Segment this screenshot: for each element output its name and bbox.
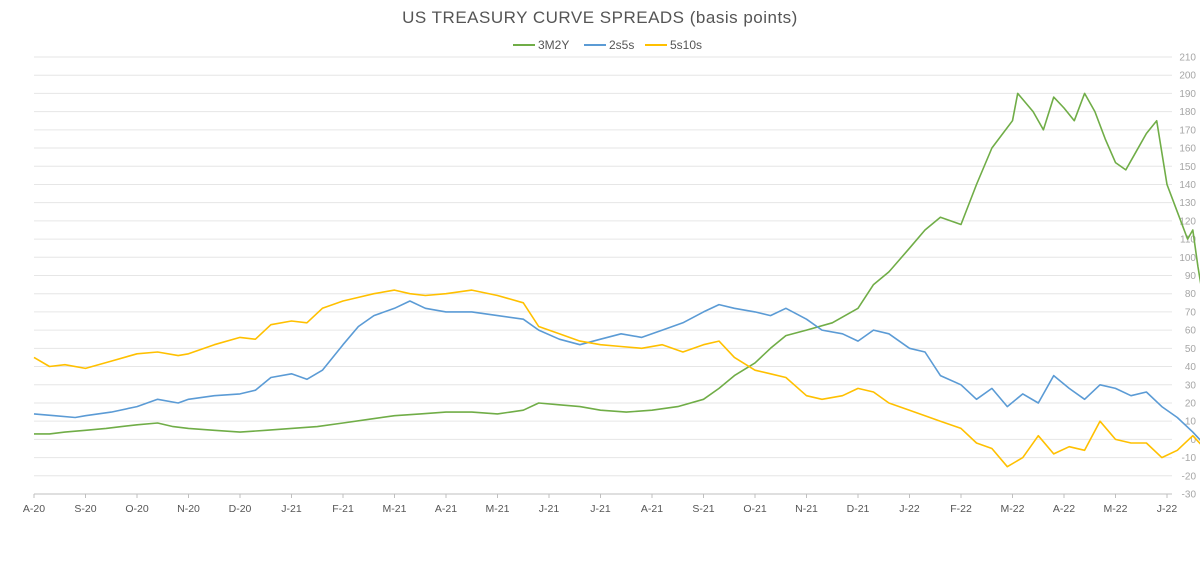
y-tick-label: 130 [1179, 198, 1196, 209]
x-tick-label: A-21 [641, 503, 663, 515]
y-tick-label: -20 [1182, 471, 1197, 482]
x-tick-label: O-21 [743, 503, 767, 515]
y-tick-label: -10 [1182, 453, 1197, 464]
y-tick-label: 30 [1185, 380, 1197, 391]
x-tick-label: M-22 [1001, 503, 1025, 515]
y-tick-label: 140 [1179, 180, 1196, 191]
y-axis: -30 -20 -10 0 10 20 30 40 50 60 70 80 90 100 110 120 130… [1179, 53, 1196, 501]
y-tick-label: 200 [1179, 71, 1196, 82]
y-tick-label: 20 [1185, 398, 1197, 409]
series-line [33, 300, 1200, 441]
x-tick-label: M-22 [1104, 503, 1128, 515]
x-tick-label: O-20 [125, 503, 149, 515]
series-group: 74-8-12 [33, 92, 1200, 468]
x-tick-label: J-21 [281, 503, 302, 515]
x-tick-label: J-22 [899, 503, 920, 515]
x-tick-label: A-21 [435, 503, 457, 515]
y-tick-label: 120 [1179, 216, 1196, 227]
legend: 3M2Y 2s5s 5s10s [513, 38, 702, 52]
y-tick-label: 110 [1180, 235, 1196, 246]
y-tick-label: 70 [1185, 307, 1197, 318]
y-tick-label: 80 [1185, 289, 1197, 300]
x-tick-label: J-21 [539, 503, 560, 515]
x-tick-label: D-20 [229, 503, 252, 515]
y-tick-label: 60 [1185, 326, 1197, 337]
y-tick-label: 50 [1185, 344, 1197, 355]
y-tick-label: 170 [1179, 125, 1196, 136]
y-tick-label: 150 [1179, 162, 1196, 173]
x-tick-label: N-21 [795, 503, 818, 515]
x-tick-label: J-21 [590, 503, 611, 515]
legend-entry: 3M2Y [538, 38, 569, 52]
x-tick-label: F-21 [332, 503, 354, 515]
x-tick-label: F-22 [950, 503, 972, 515]
series-line [33, 289, 1200, 468]
x-tick-label: S-21 [692, 503, 714, 515]
x-tick-label: M-21 [383, 503, 407, 515]
x-tick-label: D-21 [847, 503, 870, 515]
x-tick-label: A-22 [1053, 503, 1075, 515]
x-tick-label: S-20 [74, 503, 96, 515]
y-tick-label: 190 [1179, 89, 1196, 100]
legend-entry: 2s5s [609, 38, 634, 52]
x-tick-label: N-20 [177, 503, 200, 515]
gridlines [34, 56, 1172, 495]
x-axis: A-20 S-20 O-20 N-20 D-20 J-21 F-21 M-21 A-21 M-21… [23, 493, 1178, 515]
y-tick-label: 210 [1179, 53, 1196, 64]
y-tick-label: 100 [1179, 253, 1196, 264]
legend-entry: 5s10s [670, 38, 702, 52]
x-tick-label: M-21 [486, 503, 510, 515]
series-line [34, 92, 1200, 435]
chart-title: US TREASURY CURVE SPREADS (basis points) [402, 8, 798, 27]
x-tick-label: A-20 [23, 503, 45, 515]
y-tick-label: 0 [1190, 435, 1196, 446]
y-tick-label: 40 [1185, 362, 1197, 373]
y-tick-label: 180 [1179, 107, 1196, 118]
y-tick-label: 90 [1185, 271, 1197, 282]
x-tick-label: J-22 [1157, 503, 1178, 515]
y-tick-label: 160 [1179, 144, 1196, 155]
y-tick-label: -30 [1182, 490, 1197, 501]
y-tick-label: 10 [1185, 417, 1197, 428]
